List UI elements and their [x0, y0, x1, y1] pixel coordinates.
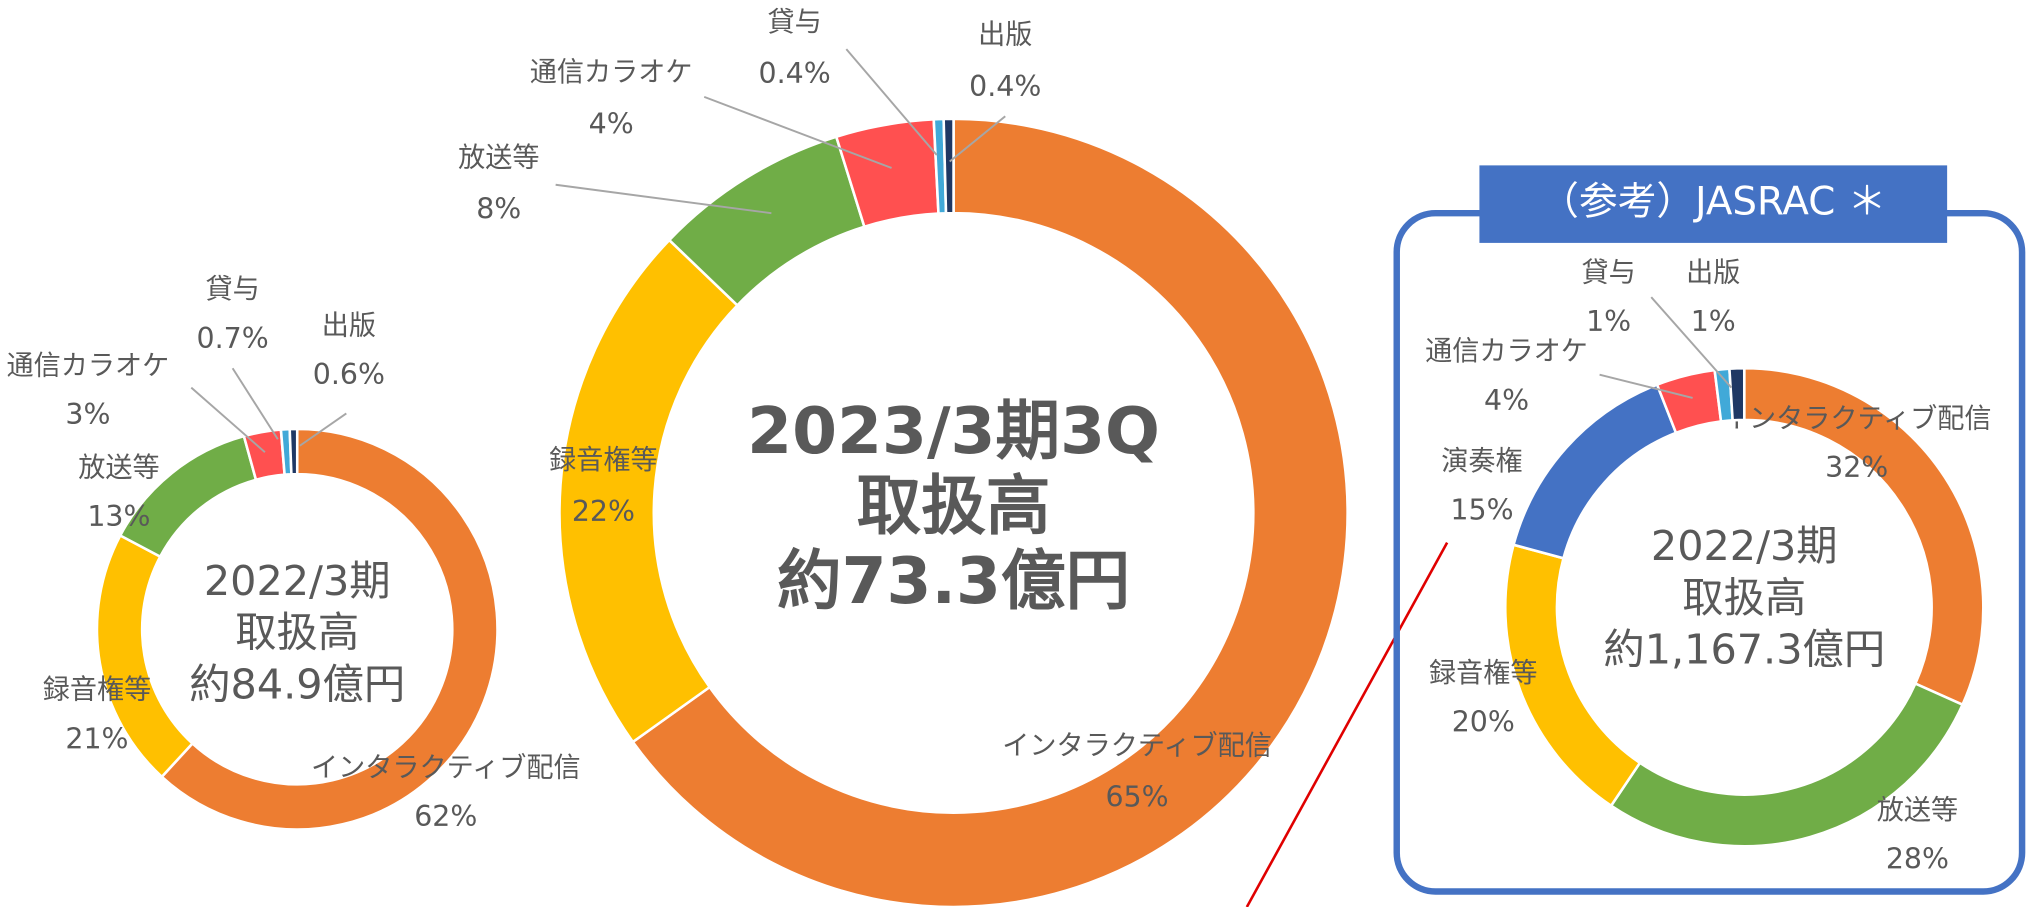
category-label: 通信カラオケ — [1425, 336, 1588, 367]
donut-segment — [288, 427, 299, 476]
value-label: 62% — [414, 800, 477, 833]
value-label: 0.4% — [969, 70, 1041, 103]
value-label: 3% — [65, 398, 110, 431]
value-label: 21% — [65, 722, 128, 755]
value-label: 8% — [476, 193, 521, 226]
donut-segment — [160, 427, 499, 831]
value-label: 32% — [1825, 451, 1888, 484]
leader-line — [555, 183, 772, 215]
value-label: 4% — [589, 107, 634, 140]
value-label: 1% — [1586, 305, 1631, 338]
category-label: 録音権等 — [43, 675, 152, 706]
category-label: 貸与 — [205, 274, 259, 305]
leader-line — [1599, 373, 1693, 399]
value-label: 20% — [1452, 706, 1515, 739]
center-text: 約84.9億円 — [189, 660, 405, 708]
leader-line — [703, 95, 892, 169]
category-label: 出版 — [978, 20, 1032, 51]
category-label: 貸与 — [1581, 257, 1635, 288]
value-label: 28% — [1886, 842, 1949, 875]
center-text: 2023/3期3Q — [747, 394, 1160, 469]
leader-line — [190, 386, 266, 453]
value-label: 1% — [1691, 305, 1736, 338]
leader-line — [231, 367, 279, 440]
category-label: 録音権等 — [549, 445, 658, 476]
value-label: 65% — [1105, 780, 1168, 813]
center-text: 取扱高 — [857, 469, 1051, 544]
leader-line — [845, 48, 938, 156]
category-label: 出版 — [322, 310, 376, 341]
category-label: 出版 — [1686, 257, 1740, 288]
leader-line — [949, 115, 1006, 163]
value-label: 0.6% — [313, 358, 385, 391]
value-label: 0.7% — [197, 322, 269, 355]
donut-segment — [1728, 366, 1746, 422]
donut-segment — [558, 238, 740, 744]
value-label: 15% — [1450, 494, 1513, 527]
value-label: 0.4% — [759, 57, 831, 90]
center-text: 2022/3期 — [1651, 522, 1838, 570]
center-text: 2022/3期 — [204, 557, 391, 605]
category-label: インタラクティブ配信 — [1002, 730, 1272, 761]
category-label: 貸与 — [768, 7, 822, 38]
category-label: 通信カラオケ — [7, 350, 170, 381]
center-text: 取扱高 — [235, 609, 359, 657]
category-label: 放送等 — [458, 142, 539, 173]
value-label: 4% — [1484, 384, 1529, 417]
category-label: 放送等 — [78, 453, 159, 484]
category-label: インタラクティブ配信 — [1722, 403, 1992, 434]
donut-segment — [631, 117, 1349, 907]
reference-title: （参考）JASRAC ＊ — [1540, 180, 1886, 225]
center-text: 約1,167.3億円 — [1603, 625, 1885, 673]
leader-line — [1650, 296, 1733, 389]
category-label: インタラクティブ配信 — [311, 752, 581, 783]
value-label: 13% — [87, 500, 150, 533]
leader-line — [299, 412, 347, 447]
reference-header — [1479, 165, 1948, 243]
pointer-line — [1245, 542, 1449, 907]
center-text: 約73.3億円 — [777, 544, 1130, 619]
category-label: 放送等 — [1877, 795, 1958, 826]
center-text: 取扱高 — [1682, 574, 1806, 622]
donut-segment — [942, 117, 955, 215]
category-label: 演奏権 — [1441, 446, 1522, 477]
category-label: 録音権等 — [1429, 658, 1538, 689]
value-label: 22% — [572, 495, 635, 528]
category-label: 通信カラオケ — [530, 57, 693, 88]
